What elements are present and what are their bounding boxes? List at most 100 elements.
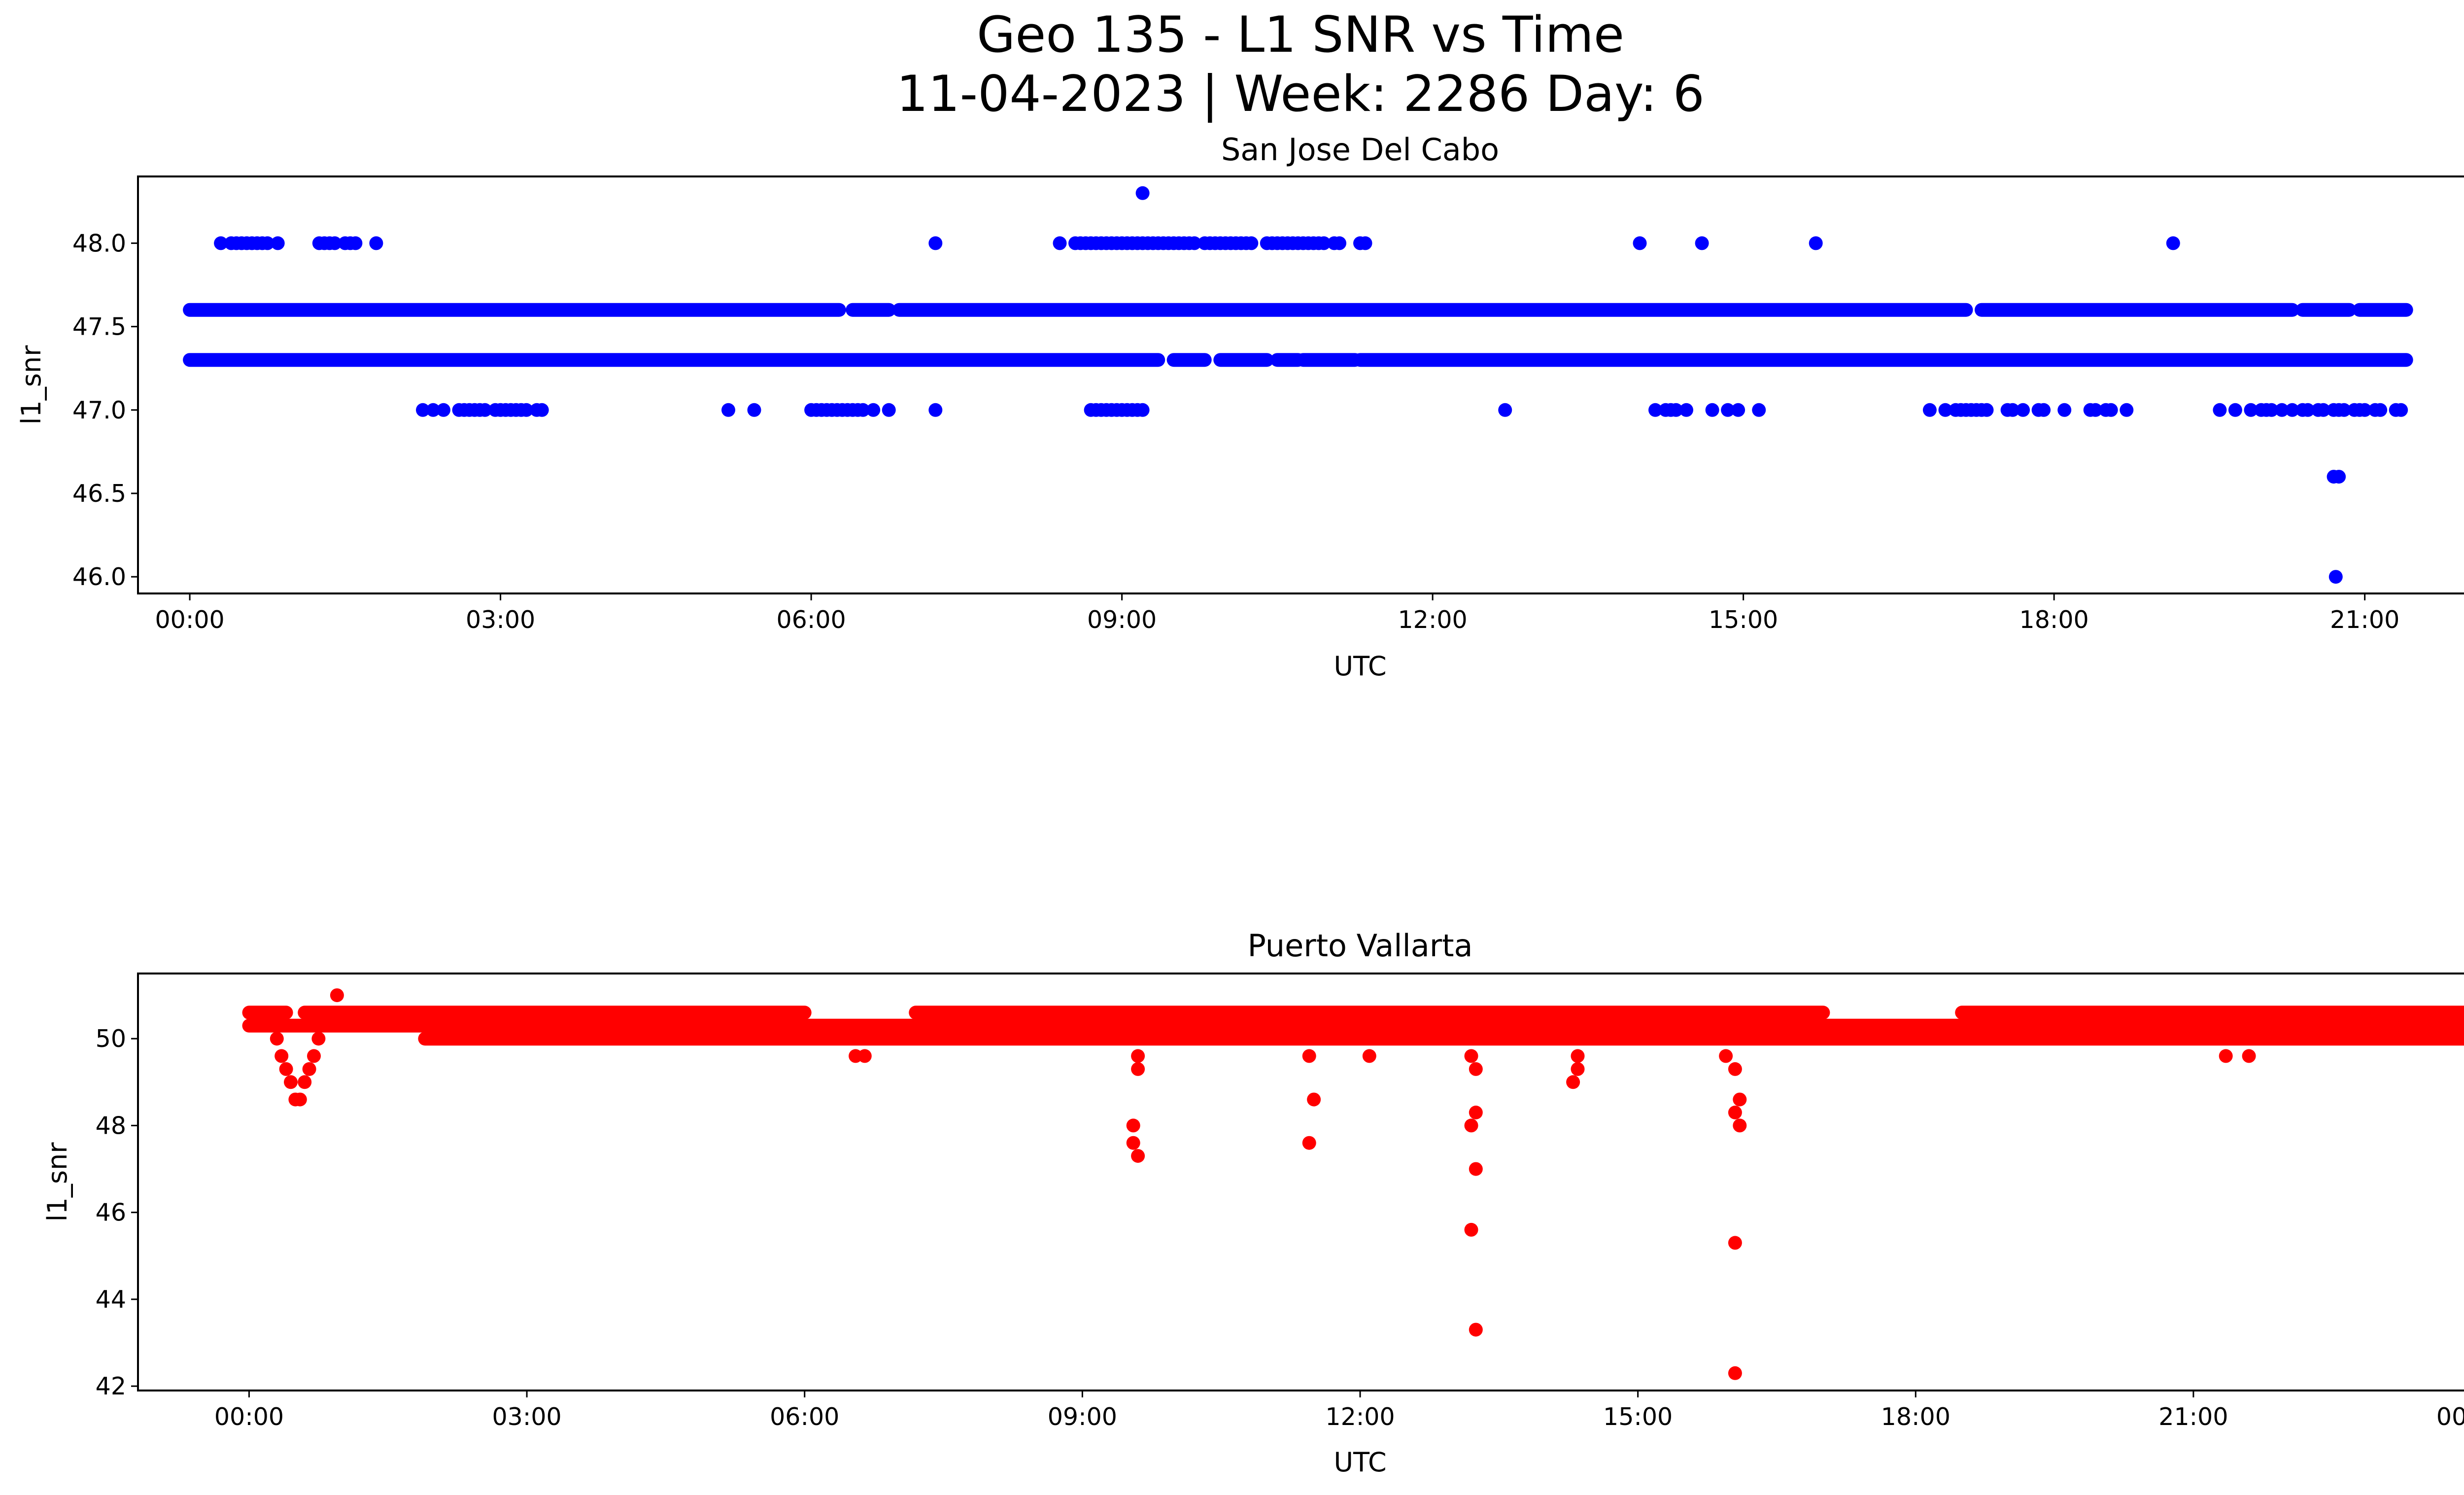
p0-point xyxy=(1809,236,1823,250)
p0-point xyxy=(2328,570,2343,584)
p0-point xyxy=(426,403,440,417)
p1-scatter-points xyxy=(242,988,2464,1380)
p0-point xyxy=(2104,403,2118,417)
p0-y-tick-label: 46.0 xyxy=(72,563,126,591)
p0-point xyxy=(2006,403,2020,417)
p0-point xyxy=(2228,403,2242,417)
p1-x-tick-label: 06:00 xyxy=(770,1403,839,1431)
p0-point xyxy=(1333,236,1346,250)
p0-point xyxy=(348,236,363,250)
p1-point xyxy=(1469,1322,1483,1337)
p1-point xyxy=(1566,1075,1580,1089)
p0-point xyxy=(437,403,450,417)
chart-panel-puerto-vallarta: 00:00 03:00 06:00 09:00 12:00 15:00 18:00 21:00… xyxy=(42,928,2464,1478)
p1-point xyxy=(2242,1049,2256,1063)
p1-point xyxy=(274,1049,289,1063)
p1-y-tick-label: 42 xyxy=(96,1372,126,1400)
p0-point xyxy=(1187,236,1201,250)
p1-x-tick-label: 00:00 xyxy=(214,1403,284,1431)
p1-point xyxy=(1728,1106,1742,1119)
p1-point xyxy=(1464,1222,1478,1237)
p0-point xyxy=(1669,403,1683,417)
p0-x-tick-label: 03:00 xyxy=(466,606,535,634)
p0-point xyxy=(721,403,735,417)
p0-point xyxy=(535,403,549,417)
p0-point xyxy=(2264,403,2279,417)
p0-point xyxy=(1135,403,1150,417)
p0-point xyxy=(1498,403,1512,417)
p1-point xyxy=(1728,1236,1742,1250)
p0-x-tick-label: 21:00 xyxy=(2330,606,2399,634)
p1-point xyxy=(1728,1062,1742,1076)
p0-y-axis-label: l1_snr xyxy=(16,345,47,425)
p0-point xyxy=(1358,236,1372,250)
p0-point xyxy=(1922,403,1937,417)
p0-point xyxy=(2037,403,2051,417)
p0-point xyxy=(2120,403,2134,417)
p1-point xyxy=(1302,1049,1316,1063)
p0-point xyxy=(856,403,870,417)
p1-point xyxy=(1131,1049,1145,1063)
figure-title-line2: 11-04-2023 | Week: 2286 Day: 6 xyxy=(896,65,1705,123)
p0-point xyxy=(260,236,274,250)
p0-point xyxy=(1752,403,1766,417)
p1-point xyxy=(1126,1136,1140,1150)
p0-point xyxy=(2057,403,2072,417)
p0-x-tick-label: 12:00 xyxy=(1398,606,1468,634)
p0-point xyxy=(2358,403,2372,417)
p0-point xyxy=(1980,403,1994,417)
p0-point xyxy=(1695,236,1709,250)
p0-point xyxy=(928,236,943,250)
p0-point xyxy=(866,403,881,417)
p0-point xyxy=(2166,236,2180,250)
p0-x-axis-label: UTC xyxy=(1334,651,1386,682)
p1-point xyxy=(1733,1092,1747,1107)
p0-x-tick-label: 09:00 xyxy=(1087,606,1157,634)
p0-point xyxy=(2394,403,2408,417)
p1-point xyxy=(279,1062,293,1076)
p0-point xyxy=(1244,236,1259,250)
p1-y-tick-label: 44 xyxy=(96,1286,126,1314)
p0-title: San Jose Del Cabo xyxy=(1221,132,1499,168)
p0-point xyxy=(2244,403,2258,417)
p0-point xyxy=(519,403,534,417)
p1-point xyxy=(1728,1366,1742,1380)
p0-point xyxy=(328,236,342,250)
p1-point xyxy=(1469,1106,1483,1119)
p1-point xyxy=(1469,1162,1483,1176)
p0-x-tick-label: 18:00 xyxy=(2019,606,2089,634)
p0-point xyxy=(2332,470,2346,484)
p1-point xyxy=(1131,1149,1145,1163)
p0-point xyxy=(271,236,285,250)
p1-point xyxy=(298,1075,312,1089)
p1-point xyxy=(1464,1118,1478,1133)
p1-x-tick-label: 18:00 xyxy=(1881,1403,1951,1431)
p0-point xyxy=(1679,403,1693,417)
p1-y-tick-label: 50 xyxy=(96,1025,126,1053)
p1-point xyxy=(1302,1136,1316,1150)
p0-point xyxy=(747,403,761,417)
p1-x-axis-label: UTC xyxy=(1334,1447,1386,1478)
p1-point xyxy=(311,1032,326,1046)
p0-point xyxy=(478,403,492,417)
p0-point xyxy=(1648,403,1662,417)
p0-y-tick-label: 47.5 xyxy=(72,313,126,341)
figure-title-line1: Geo 135 - L1 SNR vs Time xyxy=(977,5,1624,64)
p0-point xyxy=(2213,403,2227,417)
p0-point xyxy=(1721,403,1735,417)
p1-y-tick-label: 46 xyxy=(96,1199,126,1227)
p1-x-tick-label: 00:00 xyxy=(2436,1403,2464,1431)
p1-point xyxy=(330,988,344,1003)
p1-y-tick-label: 48 xyxy=(96,1112,126,1140)
p1-point xyxy=(1571,1049,1585,1063)
p1-title: Puerto Vallarta xyxy=(1247,928,1472,964)
p0-point xyxy=(1317,236,1331,250)
p1-point xyxy=(1733,1118,1747,1133)
p1-point xyxy=(307,1049,321,1063)
p0-point xyxy=(2373,403,2388,417)
p0-point xyxy=(1135,186,1150,200)
p0-point xyxy=(1705,403,1719,417)
chart-panel-san-jose-del-cabo: 00:00 03:00 06:00 09:00 12:00 15:00 18:00 21:00… xyxy=(16,132,2464,682)
p0-point xyxy=(1633,236,1647,250)
